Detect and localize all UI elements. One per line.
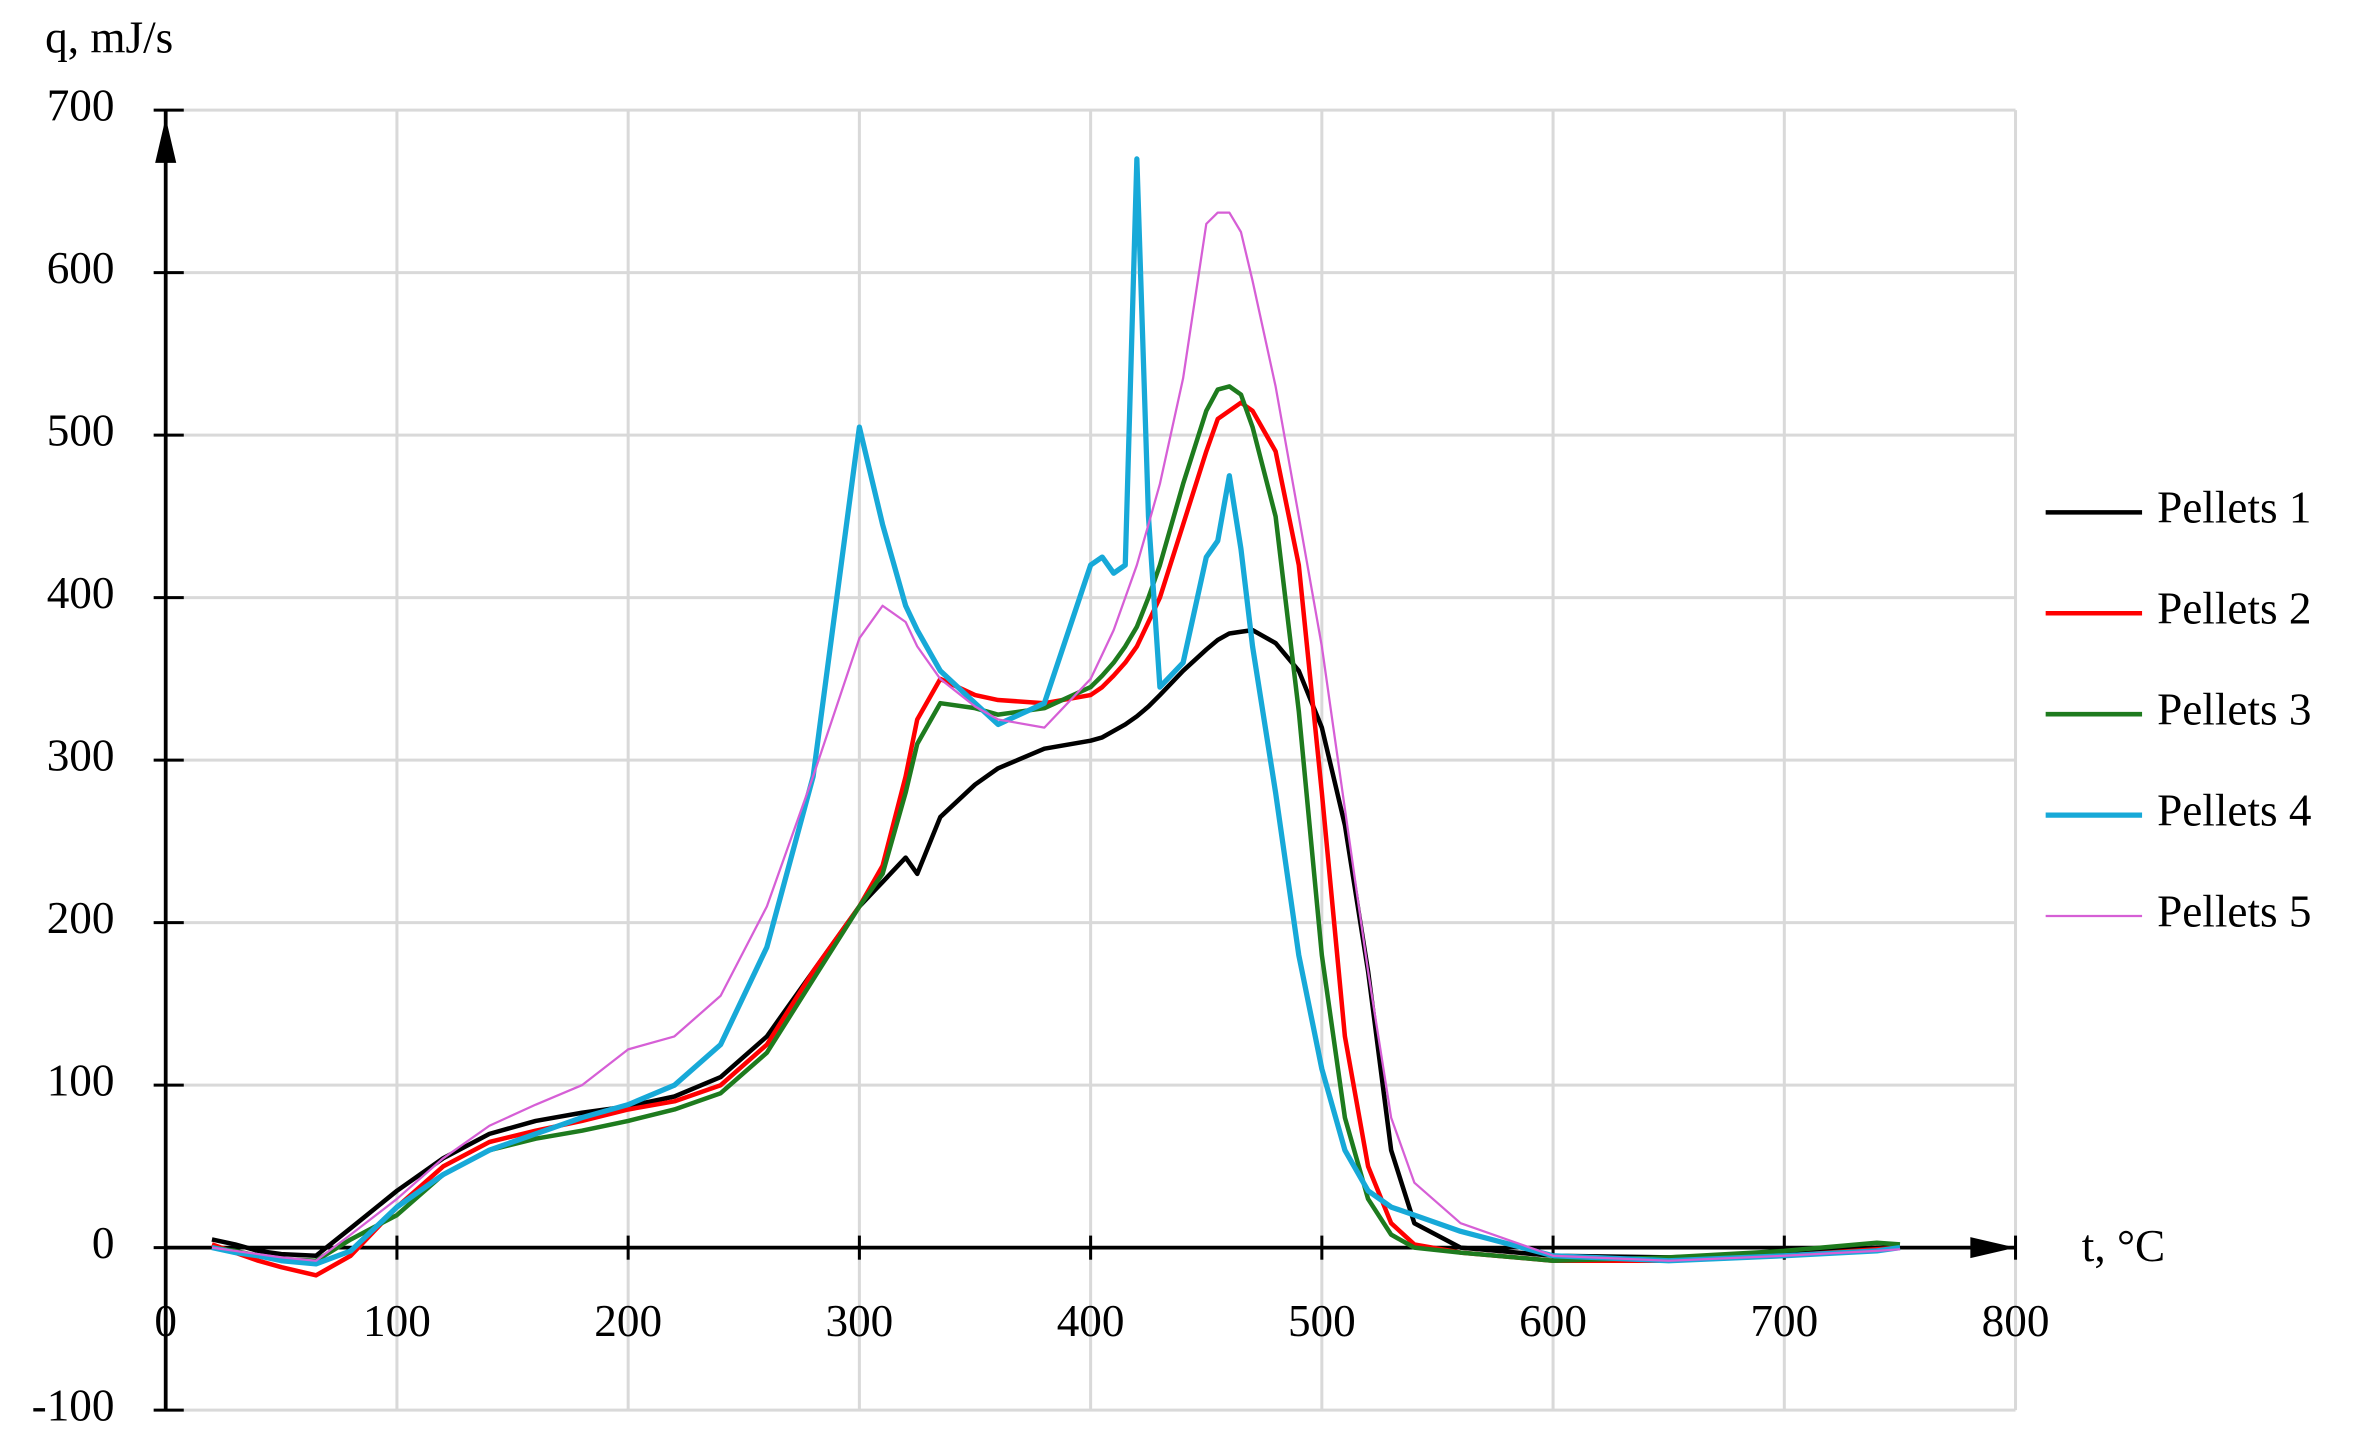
y-tick-label: 400 xyxy=(47,568,115,618)
x-tick-label: 400 xyxy=(1057,1296,1125,1346)
x-tick-label: 300 xyxy=(825,1296,893,1346)
legend-label: Pellets 5 xyxy=(2157,886,2311,936)
y-tick-label: 300 xyxy=(47,731,115,781)
x-tick-label: 100 xyxy=(363,1296,431,1346)
x-tick-label: 200 xyxy=(594,1296,662,1346)
x-axis-label: t, °C xyxy=(2082,1221,2165,1271)
x-tick-label: 800 xyxy=(1982,1296,2050,1346)
y-axis-arrow xyxy=(155,117,177,163)
y-tick-label: -100 xyxy=(32,1381,115,1431)
legend-label: Pellets 2 xyxy=(2157,584,2311,634)
x-axis-arrow xyxy=(1970,1237,2016,1259)
y-tick-label: 200 xyxy=(47,893,115,943)
series-line xyxy=(211,400,1901,1278)
series-line xyxy=(211,156,1901,1267)
y-tick-label: 500 xyxy=(47,406,115,456)
series-line xyxy=(211,211,1901,1262)
series-line xyxy=(211,384,1901,1263)
x-tick-label: 700 xyxy=(1750,1296,1818,1346)
y-tick-label: 700 xyxy=(47,81,115,131)
y-tick-label: 100 xyxy=(47,1056,115,1106)
x-tick-label: 600 xyxy=(1519,1296,1587,1346)
y-axis-label: q, mJ/s xyxy=(45,13,173,63)
y-tick-label: 600 xyxy=(47,243,115,293)
legend-label: Pellets 3 xyxy=(2157,685,2311,735)
x-tick-label: 500 xyxy=(1288,1296,1356,1346)
y-tick-label: 0 xyxy=(92,1218,115,1268)
legend-label: Pellets 4 xyxy=(2157,785,2311,835)
legend-label: Pellets 1 xyxy=(2157,483,2311,533)
